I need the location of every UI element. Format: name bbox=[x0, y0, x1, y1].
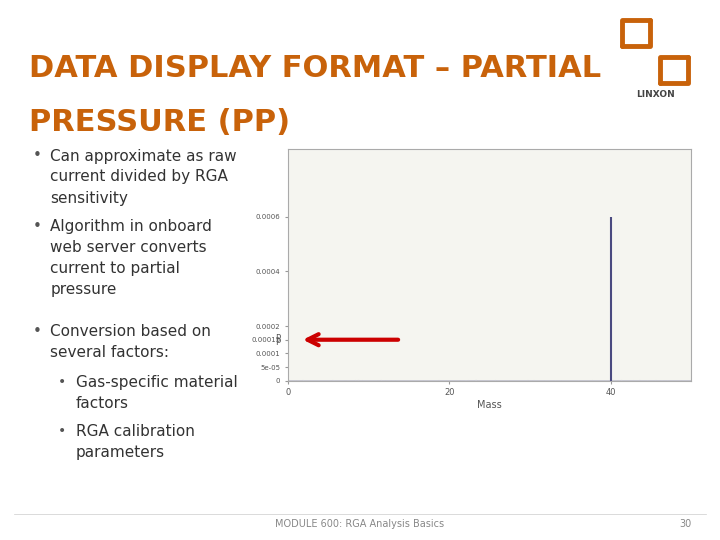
Text: DATA DISPLAY FORMAT – PARTIAL: DATA DISPLAY FORMAT – PARTIAL bbox=[29, 54, 601, 83]
Text: Gas-specific material
factors: Gas-specific material factors bbox=[76, 375, 238, 411]
Text: •: • bbox=[58, 375, 66, 389]
Text: PRESSURE (PP): PRESSURE (PP) bbox=[29, 108, 290, 137]
Text: •: • bbox=[32, 219, 41, 234]
Text: •: • bbox=[32, 148, 41, 164]
Text: •: • bbox=[32, 324, 41, 339]
Text: •: • bbox=[58, 424, 66, 438]
Text: P: P bbox=[275, 334, 280, 343]
X-axis label: Mass: Mass bbox=[477, 400, 502, 410]
Text: RGA calibration
parameters: RGA calibration parameters bbox=[76, 424, 194, 460]
Text: Conversion based on
several factors:: Conversion based on several factors: bbox=[50, 324, 211, 360]
Text: LINXON: LINXON bbox=[636, 90, 675, 99]
Text: Can approximate as raw
current divided by RGA
sensitivity: Can approximate as raw current divided b… bbox=[50, 148, 237, 206]
Text: Algorithm in onboard
web server converts
current to partial
pressure: Algorithm in onboard web server converts… bbox=[50, 219, 212, 296]
Text: P: P bbox=[275, 338, 280, 347]
Text: 30: 30 bbox=[679, 519, 691, 529]
Text: MODULE 600: RGA Analysis Basics: MODULE 600: RGA Analysis Basics bbox=[276, 519, 444, 529]
